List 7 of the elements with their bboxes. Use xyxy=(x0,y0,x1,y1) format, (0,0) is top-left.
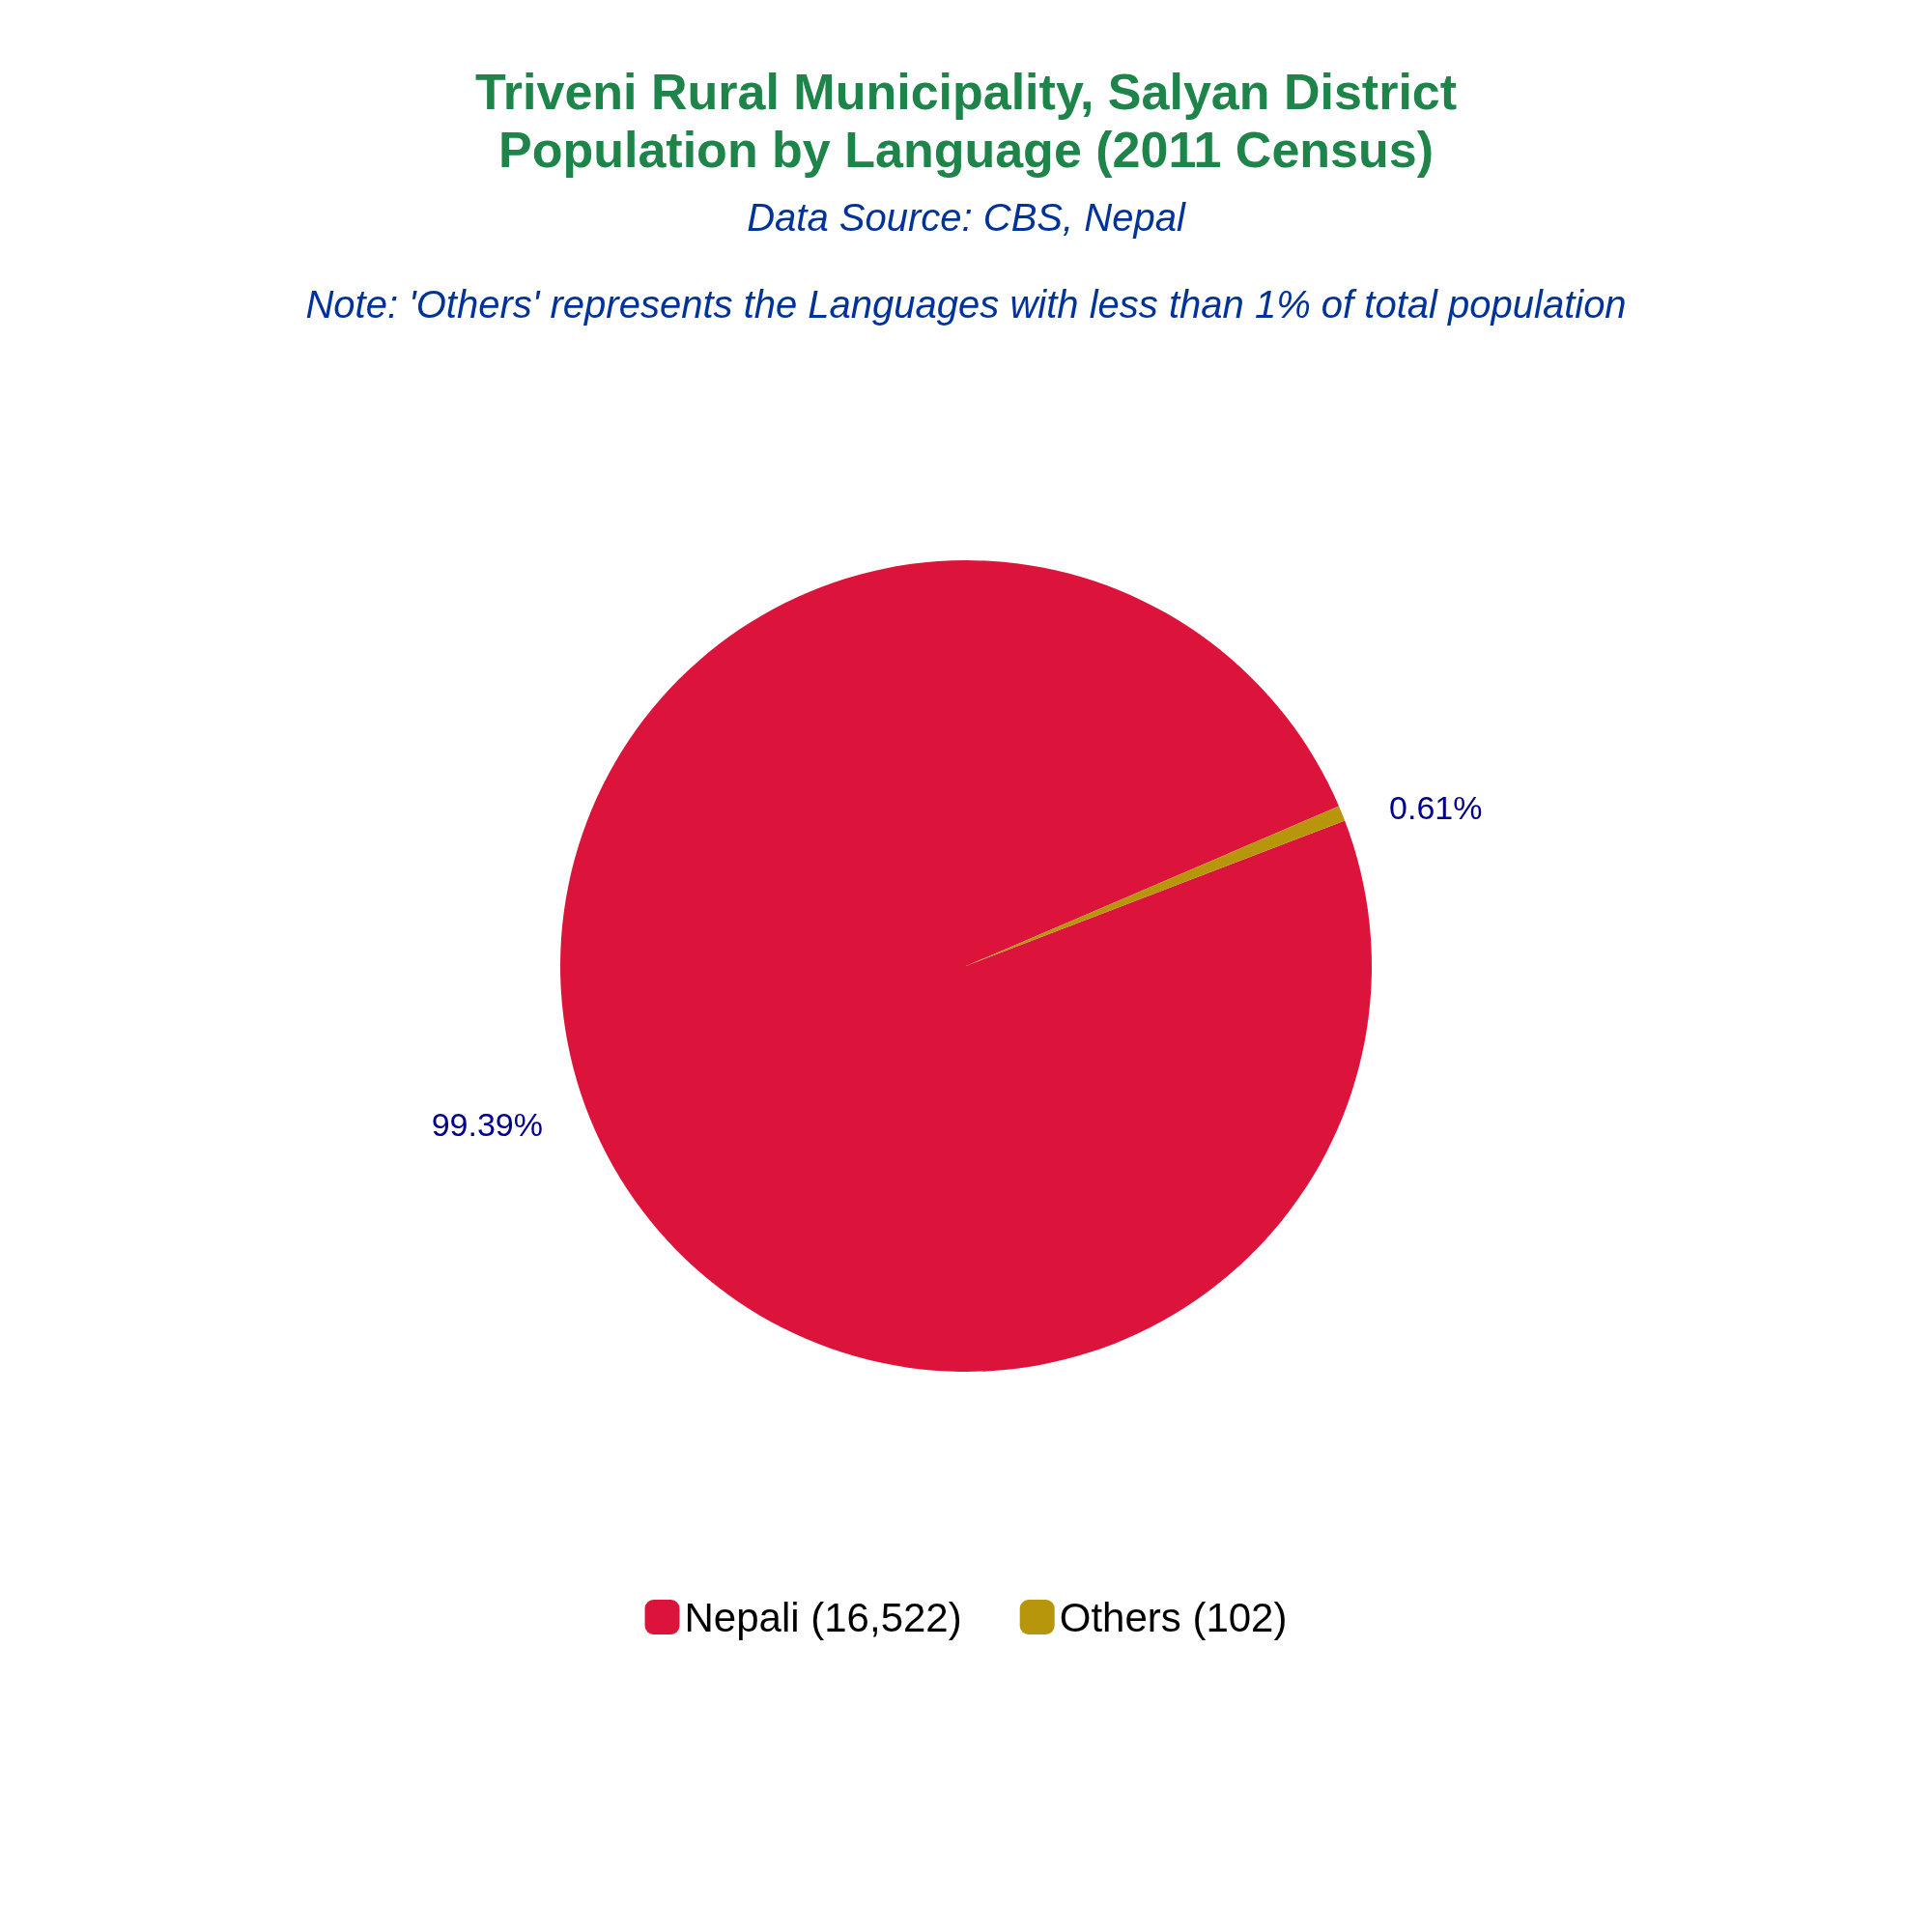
chart-subtitle: Data Source: CBS, Nepal xyxy=(747,196,1186,239)
data-label: 0.61% xyxy=(1389,789,1483,827)
chart-title: Triveni Rural Municipality, Salyan District Population by Language (2011 Census) xyxy=(474,64,1458,178)
legend-label: Nepali (16,522) xyxy=(684,1594,962,1640)
text: Note: 'Others' represents the Languages with less than 1% of total population xyxy=(305,283,1627,326)
legend-label: Others (102) xyxy=(1059,1594,1288,1640)
data-label: 99.39% xyxy=(431,1105,543,1143)
